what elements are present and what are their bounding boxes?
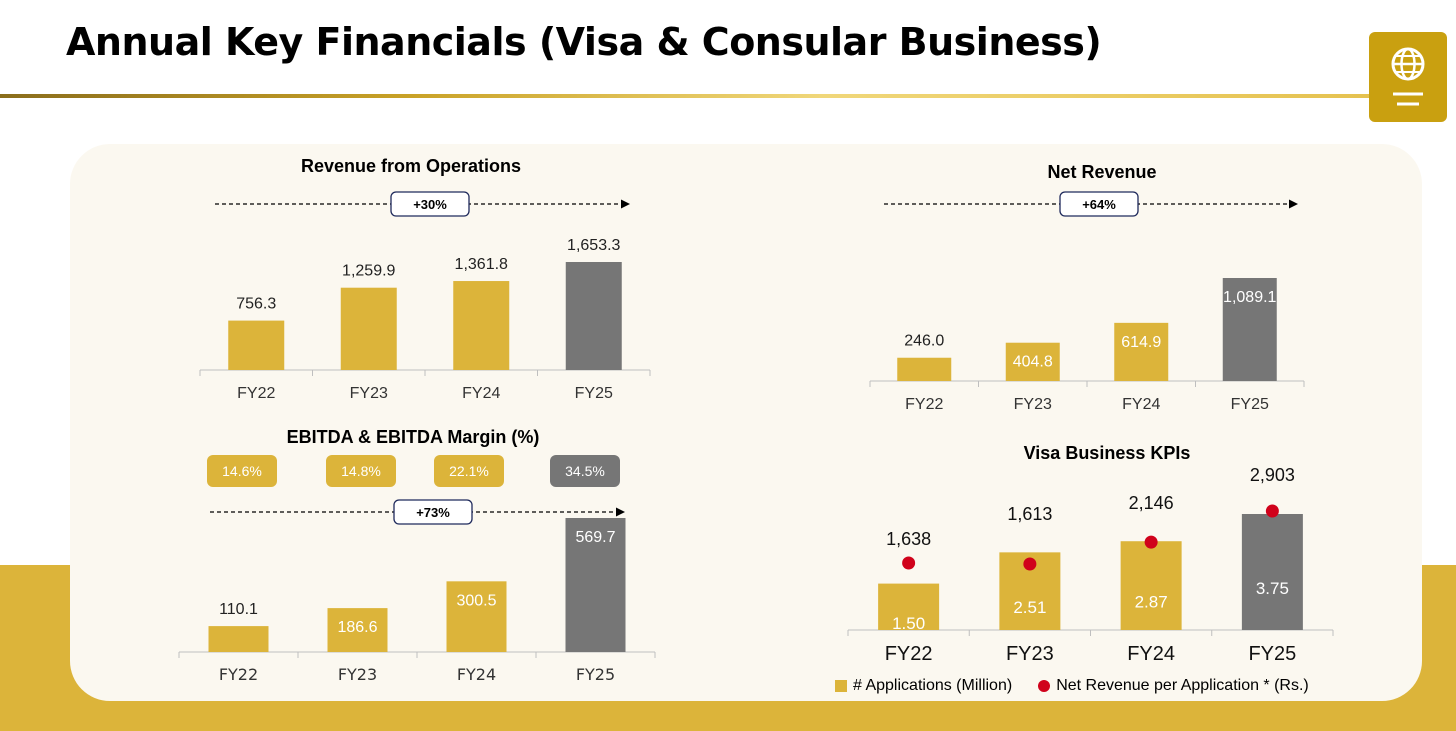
- bar-fy22: [878, 583, 940, 630]
- data-label: 300.5: [456, 592, 496, 609]
- applications-label: 2.87: [1135, 593, 1168, 612]
- x-tick-label: FY24: [1122, 396, 1160, 413]
- bar-fy25: [565, 518, 626, 652]
- legend-net-rev-per-app: Net Revenue per Application * (Rs.): [1056, 677, 1309, 694]
- margin-pill: [434, 455, 504, 487]
- bar-fy24: [446, 581, 507, 652]
- net-rev-per-app-label: 2,903: [1250, 465, 1295, 485]
- net-rev-per-app-dot: [1023, 557, 1037, 571]
- bar-fy23: [340, 287, 397, 370]
- net-rev-per-app-label: 2,146: [1129, 493, 1174, 513]
- bar-fy23: [327, 608, 388, 652]
- margin-pill: [550, 455, 620, 487]
- logo-badge: [1369, 32, 1447, 122]
- data-label: 756.3: [236, 296, 276, 313]
- bar-fy22: [228, 320, 285, 370]
- growth-pill: [1059, 191, 1139, 217]
- bar-fy22: [897, 357, 952, 381]
- bar-fy24: [1120, 541, 1182, 630]
- growth-arrowhead: [616, 507, 625, 517]
- net-rev-per-app-dot: [1144, 535, 1158, 549]
- net-rev-per-app-dot: [1265, 504, 1279, 518]
- applications-label: 2.51: [1013, 598, 1046, 617]
- content-panel: [70, 144, 1422, 701]
- data-label: 186.6: [337, 619, 377, 636]
- bar-fy25: [1222, 278, 1277, 381]
- globe-document-icon: [1391, 47, 1425, 106]
- x-tick-label: FY22: [885, 643, 933, 665]
- data-label: 1,653.3: [567, 237, 620, 254]
- growth-arrowhead: [621, 199, 630, 209]
- bar-fy24: [453, 281, 510, 370]
- margin-pill: [207, 455, 277, 487]
- data-label: 110.1: [219, 601, 258, 618]
- margin-label: 22.1%: [449, 463, 489, 479]
- title-underline: [0, 94, 1370, 98]
- applications-label: 3.75: [1256, 579, 1289, 598]
- growth-label: +73%: [416, 505, 450, 520]
- chart-title: EBITDA & EBITDA Margin (%): [287, 427, 540, 447]
- data-label: 246.0: [904, 333, 944, 350]
- page-title: Annual Key Financials (Visa & Consular B…: [66, 20, 1102, 64]
- x-tick-label: FY23: [1006, 643, 1054, 665]
- data-label: 569.7: [575, 529, 615, 546]
- x-tick-label: FY24: [462, 385, 500, 402]
- growth-pill: [390, 191, 470, 217]
- bar-fy22: [208, 626, 269, 652]
- bar-fy25: [1241, 514, 1303, 630]
- x-tick-label: FY24: [1127, 643, 1175, 665]
- data-label: 1,361.8: [455, 256, 508, 273]
- data-label: 404.8: [1013, 354, 1053, 371]
- margin-label: 14.6%: [222, 463, 262, 479]
- growth-label: +64%: [1082, 197, 1116, 212]
- net-rev-per-app-label: 1,613: [1007, 504, 1052, 524]
- applications-label: 1.50: [892, 614, 925, 633]
- x-tick-label: FY25: [1248, 643, 1296, 665]
- x-tick-label: FY23: [1014, 396, 1052, 413]
- margin-label: 34.5%: [565, 463, 605, 479]
- x-tick-label: FY22: [237, 385, 275, 402]
- kpi-legend: # Applications (Million) Net Revenue per…: [835, 677, 1309, 695]
- legend-dot-swatch: [1038, 680, 1051, 692]
- x-tick-label: FY23: [350, 385, 388, 402]
- growth-label: +30%: [413, 197, 447, 212]
- x-tick-label: FY23: [338, 665, 377, 684]
- growth-pill: [393, 499, 473, 525]
- x-tick-label: FY22: [905, 396, 943, 413]
- x-tick-label: FY25: [1231, 396, 1269, 413]
- chart-title: Visa Business KPIs: [1024, 443, 1191, 463]
- growth-arrowhead: [1289, 199, 1298, 209]
- bar-fy24: [1114, 322, 1169, 381]
- net-rev-per-app-label: 1,638: [886, 529, 931, 549]
- x-tick-label: FY24: [457, 665, 496, 684]
- x-tick-label: FY25: [576, 665, 615, 684]
- data-label: 1,089.1: [1223, 289, 1276, 306]
- legend-bar-swatch: [835, 680, 847, 692]
- legend-applications: # Applications (Million): [853, 677, 1013, 694]
- chart-title: Net Revenue: [1047, 162, 1156, 182]
- x-tick-label: FY25: [575, 385, 613, 402]
- chart-title: Revenue from Operations: [301, 156, 521, 176]
- margin-label: 14.8%: [341, 463, 381, 479]
- net-rev-per-app-dot: [902, 556, 916, 570]
- x-tick-label: FY22: [219, 665, 258, 684]
- data-label: 614.9: [1121, 334, 1161, 351]
- margin-pill: [326, 455, 396, 487]
- bar-fy25: [565, 262, 622, 370]
- data-label: 1,259.9: [342, 263, 395, 280]
- bar-fy23: [1005, 342, 1060, 381]
